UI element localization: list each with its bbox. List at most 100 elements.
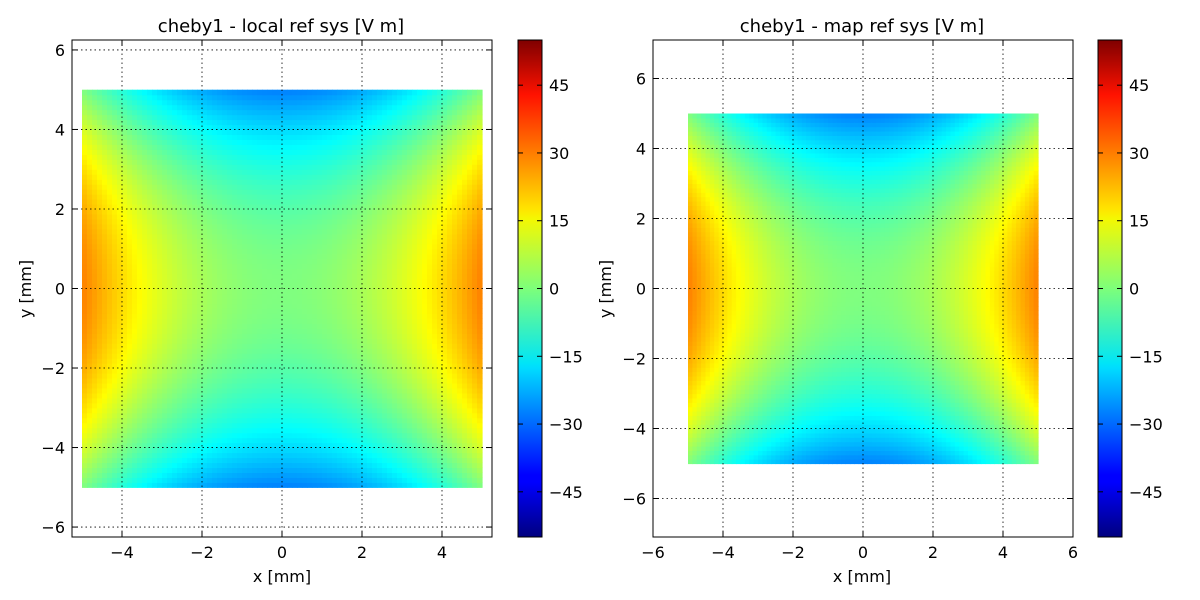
heatmap-cell <box>232 328 238 334</box>
heatmap-cell <box>317 179 323 185</box>
heatmap-cell <box>337 134 343 140</box>
heatmap-cell <box>152 467 158 473</box>
heatmap-cell <box>162 119 168 126</box>
heatmap-cell <box>107 213 113 220</box>
heatmap-cell <box>282 293 288 300</box>
heatmap-cell <box>237 218 243 225</box>
heatmap-cell <box>317 144 323 150</box>
heatmap-cell <box>307 184 313 190</box>
heatmap-cell <box>377 258 383 265</box>
heatmap-cell <box>182 233 188 240</box>
heatmap-cell <box>267 368 273 374</box>
heatmap-cell <box>287 293 293 300</box>
heatmap-cell <box>112 293 118 300</box>
heatmap-cell <box>382 248 388 255</box>
heatmap-cell <box>322 189 328 195</box>
heatmap-cell <box>277 154 283 160</box>
heatmap-cell <box>237 477 243 483</box>
heatmap-cell <box>282 303 288 309</box>
heatmap-cell <box>207 372 213 379</box>
heatmap-cell <box>252 407 258 414</box>
heatmap-cell <box>357 427 363 434</box>
heatmap-cell <box>257 253 263 260</box>
heatmap-cell <box>362 338 368 344</box>
heatmap-cell <box>352 368 358 374</box>
heatmap-cell <box>97 318 103 324</box>
heatmap-cell <box>377 233 383 240</box>
heatmap-cell <box>127 368 133 374</box>
heatmap-cell <box>322 204 328 210</box>
heatmap-cell <box>102 233 108 240</box>
heatmap-cell <box>267 238 273 245</box>
heatmap-cell <box>372 164 378 170</box>
heatmap-cell <box>327 248 333 255</box>
heatmap-cell <box>192 303 198 309</box>
heatmap-cell <box>197 462 203 469</box>
heatmap-cell <box>147 457 153 464</box>
heatmap-cell <box>87 377 93 384</box>
heatmap-cell <box>222 233 228 240</box>
heatmap-cell <box>152 208 158 215</box>
heatmap-cell <box>297 243 303 250</box>
heatmap-cell <box>217 392 223 399</box>
heatmap-cell <box>232 427 238 434</box>
heatmap-cell <box>352 353 358 359</box>
heatmap-cell <box>302 253 308 260</box>
heatmap-cell <box>387 353 393 359</box>
heatmap-cell <box>337 253 343 260</box>
heatmap-cell <box>317 213 323 220</box>
heatmap-cell <box>362 159 368 165</box>
heatmap-cell <box>342 407 348 414</box>
heatmap-cell <box>267 467 273 473</box>
heatmap-cell <box>182 109 188 116</box>
heatmap-cell <box>297 313 303 319</box>
heatmap-cell <box>257 427 263 434</box>
heatmap-cell <box>187 467 193 473</box>
heatmap-cell <box>167 457 173 464</box>
heatmap-cell <box>212 139 218 145</box>
heatmap-cell <box>322 139 328 145</box>
heatmap-cell <box>272 353 278 359</box>
heatmap-cell <box>287 169 293 175</box>
heatmap-cell <box>292 392 298 399</box>
heatmap-cell <box>127 377 133 384</box>
heatmap-cell <box>112 154 118 160</box>
heatmap-cell <box>252 308 258 314</box>
heatmap-cell <box>247 323 253 329</box>
heatmap-cell <box>367 129 373 136</box>
heatmap-cell <box>202 387 208 394</box>
heatmap-cell <box>347 348 353 354</box>
heatmap-cell <box>197 402 203 409</box>
heatmap-cell <box>212 447 218 454</box>
heatmap-cell <box>352 482 358 488</box>
heatmap-cell <box>352 308 358 314</box>
heatmap-cell <box>277 208 283 215</box>
heatmap-cell <box>162 213 168 220</box>
heatmap-cell <box>172 238 178 245</box>
heatmap-cell <box>382 353 388 359</box>
heatmap-cell <box>247 208 253 215</box>
heatmap-cell <box>117 323 123 329</box>
heatmap-cell <box>97 372 103 379</box>
heatmap-cell <box>387 368 393 374</box>
heatmap-cell <box>332 149 338 155</box>
heatmap-cell <box>292 94 298 101</box>
heatmap-cell <box>102 194 108 200</box>
heatmap-cell <box>272 477 278 483</box>
heatmap-cell <box>172 129 178 136</box>
heatmap-cell <box>342 382 348 389</box>
heatmap-cell <box>82 397 88 404</box>
heatmap-cell <box>182 154 188 160</box>
heatmap-cell <box>177 268 183 275</box>
heatmap-cell <box>267 293 273 300</box>
heatmap-cell <box>392 333 398 339</box>
heatmap-cell <box>297 293 303 300</box>
heatmap-cell <box>172 228 178 235</box>
heatmap-cell <box>332 417 338 424</box>
heatmap-cell <box>242 238 248 245</box>
heatmap-cell <box>317 99 323 106</box>
heatmap-cell <box>222 298 228 305</box>
heatmap-cell <box>372 472 378 478</box>
heatmap-cell <box>272 199 278 205</box>
heatmap-cell <box>87 422 93 429</box>
